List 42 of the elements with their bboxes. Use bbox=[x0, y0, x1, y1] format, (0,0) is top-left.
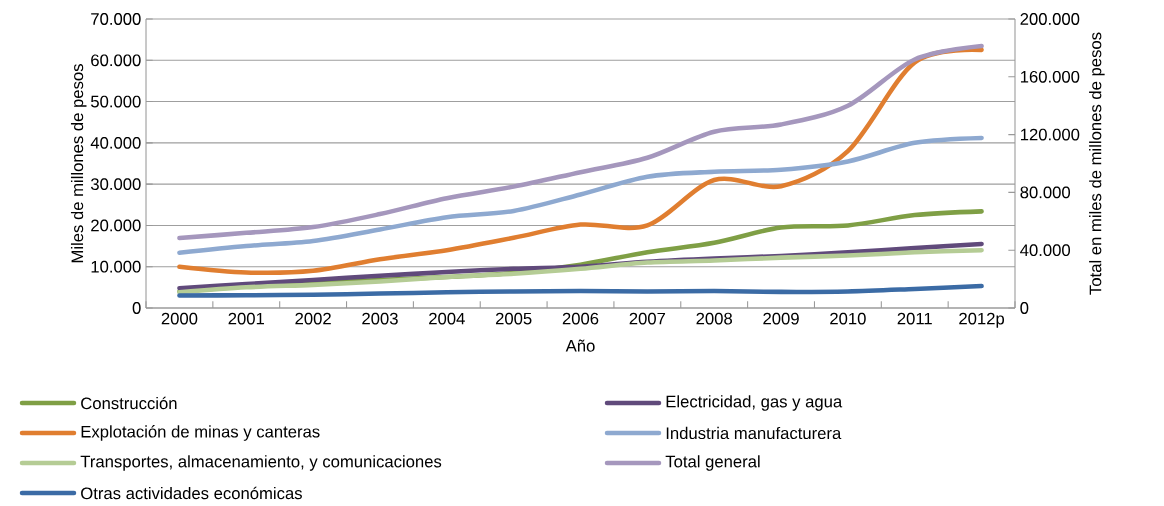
x-tick-label: 2012p bbox=[959, 312, 1005, 328]
x-tick-label: 2008 bbox=[696, 312, 733, 325]
x-tick-label: 2007 bbox=[629, 312, 666, 325]
x-tick-label: 2002 bbox=[295, 312, 331, 325]
y2-tick-label: 80.000 bbox=[1020, 186, 1071, 199]
y2-tick-label: 0 bbox=[1020, 302, 1029, 314]
y-tick-label: 0 bbox=[132, 302, 141, 314]
x-axis-title: Año bbox=[565, 339, 595, 352]
line-series bbox=[177, 47, 984, 276]
legend-label: Transportes, almacenamiento, y comunicaciones bbox=[80, 455, 442, 471]
y-tick-label: 50.000 bbox=[90, 95, 141, 108]
legend-label: Industria manufacturera bbox=[666, 426, 842, 440]
line-series bbox=[177, 43, 984, 241]
x-tick-label: 2011 bbox=[897, 312, 932, 325]
y-tick-label: 60.000 bbox=[91, 54, 141, 67]
line-series bbox=[177, 135, 984, 255]
x-tick-label: 2001 bbox=[228, 312, 264, 325]
x-tick-label: 2003 bbox=[362, 312, 398, 325]
x-tick-label: 2009 bbox=[763, 312, 799, 325]
x-tick-label: 2000 bbox=[161, 312, 198, 325]
y-tick-label: 70.000 bbox=[91, 13, 141, 25]
y2-tick-label: 40.000 bbox=[1020, 244, 1071, 257]
legend-label: Total general bbox=[665, 455, 760, 471]
y2-tick-label: 200.000 bbox=[1020, 13, 1080, 25]
y2-tick-label: 120.000 bbox=[1020, 128, 1080, 141]
y-tick-label: 10.000 bbox=[91, 260, 141, 273]
y2-axis-title: Total en miles de millones de pesos bbox=[1089, 32, 1105, 295]
legend-label: Explotación de minas y canteras bbox=[81, 425, 320, 441]
legend-label: Construcción bbox=[81, 396, 177, 410]
y-tick-label: 20.000 bbox=[91, 219, 141, 232]
x-tick-label: 2010 bbox=[830, 312, 866, 325]
legend-label: Otras actividades económicas bbox=[81, 486, 302, 500]
x-tick-label: 2004 bbox=[429, 312, 465, 325]
line-series bbox=[177, 283, 984, 298]
x-tick-label: 2005 bbox=[495, 312, 532, 325]
legend-label: Electricidad, gas y agua bbox=[666, 395, 843, 411]
y-axis-title: Miles de millones de pesos bbox=[70, 64, 87, 263]
x-tick-label: 2006 bbox=[562, 312, 599, 325]
y-tick-label: 30.000 bbox=[90, 178, 141, 191]
y-tick-label: 40.000 bbox=[90, 136, 141, 149]
y2-tick-label: 160.000 bbox=[1020, 70, 1080, 83]
line-series bbox=[177, 247, 984, 295]
